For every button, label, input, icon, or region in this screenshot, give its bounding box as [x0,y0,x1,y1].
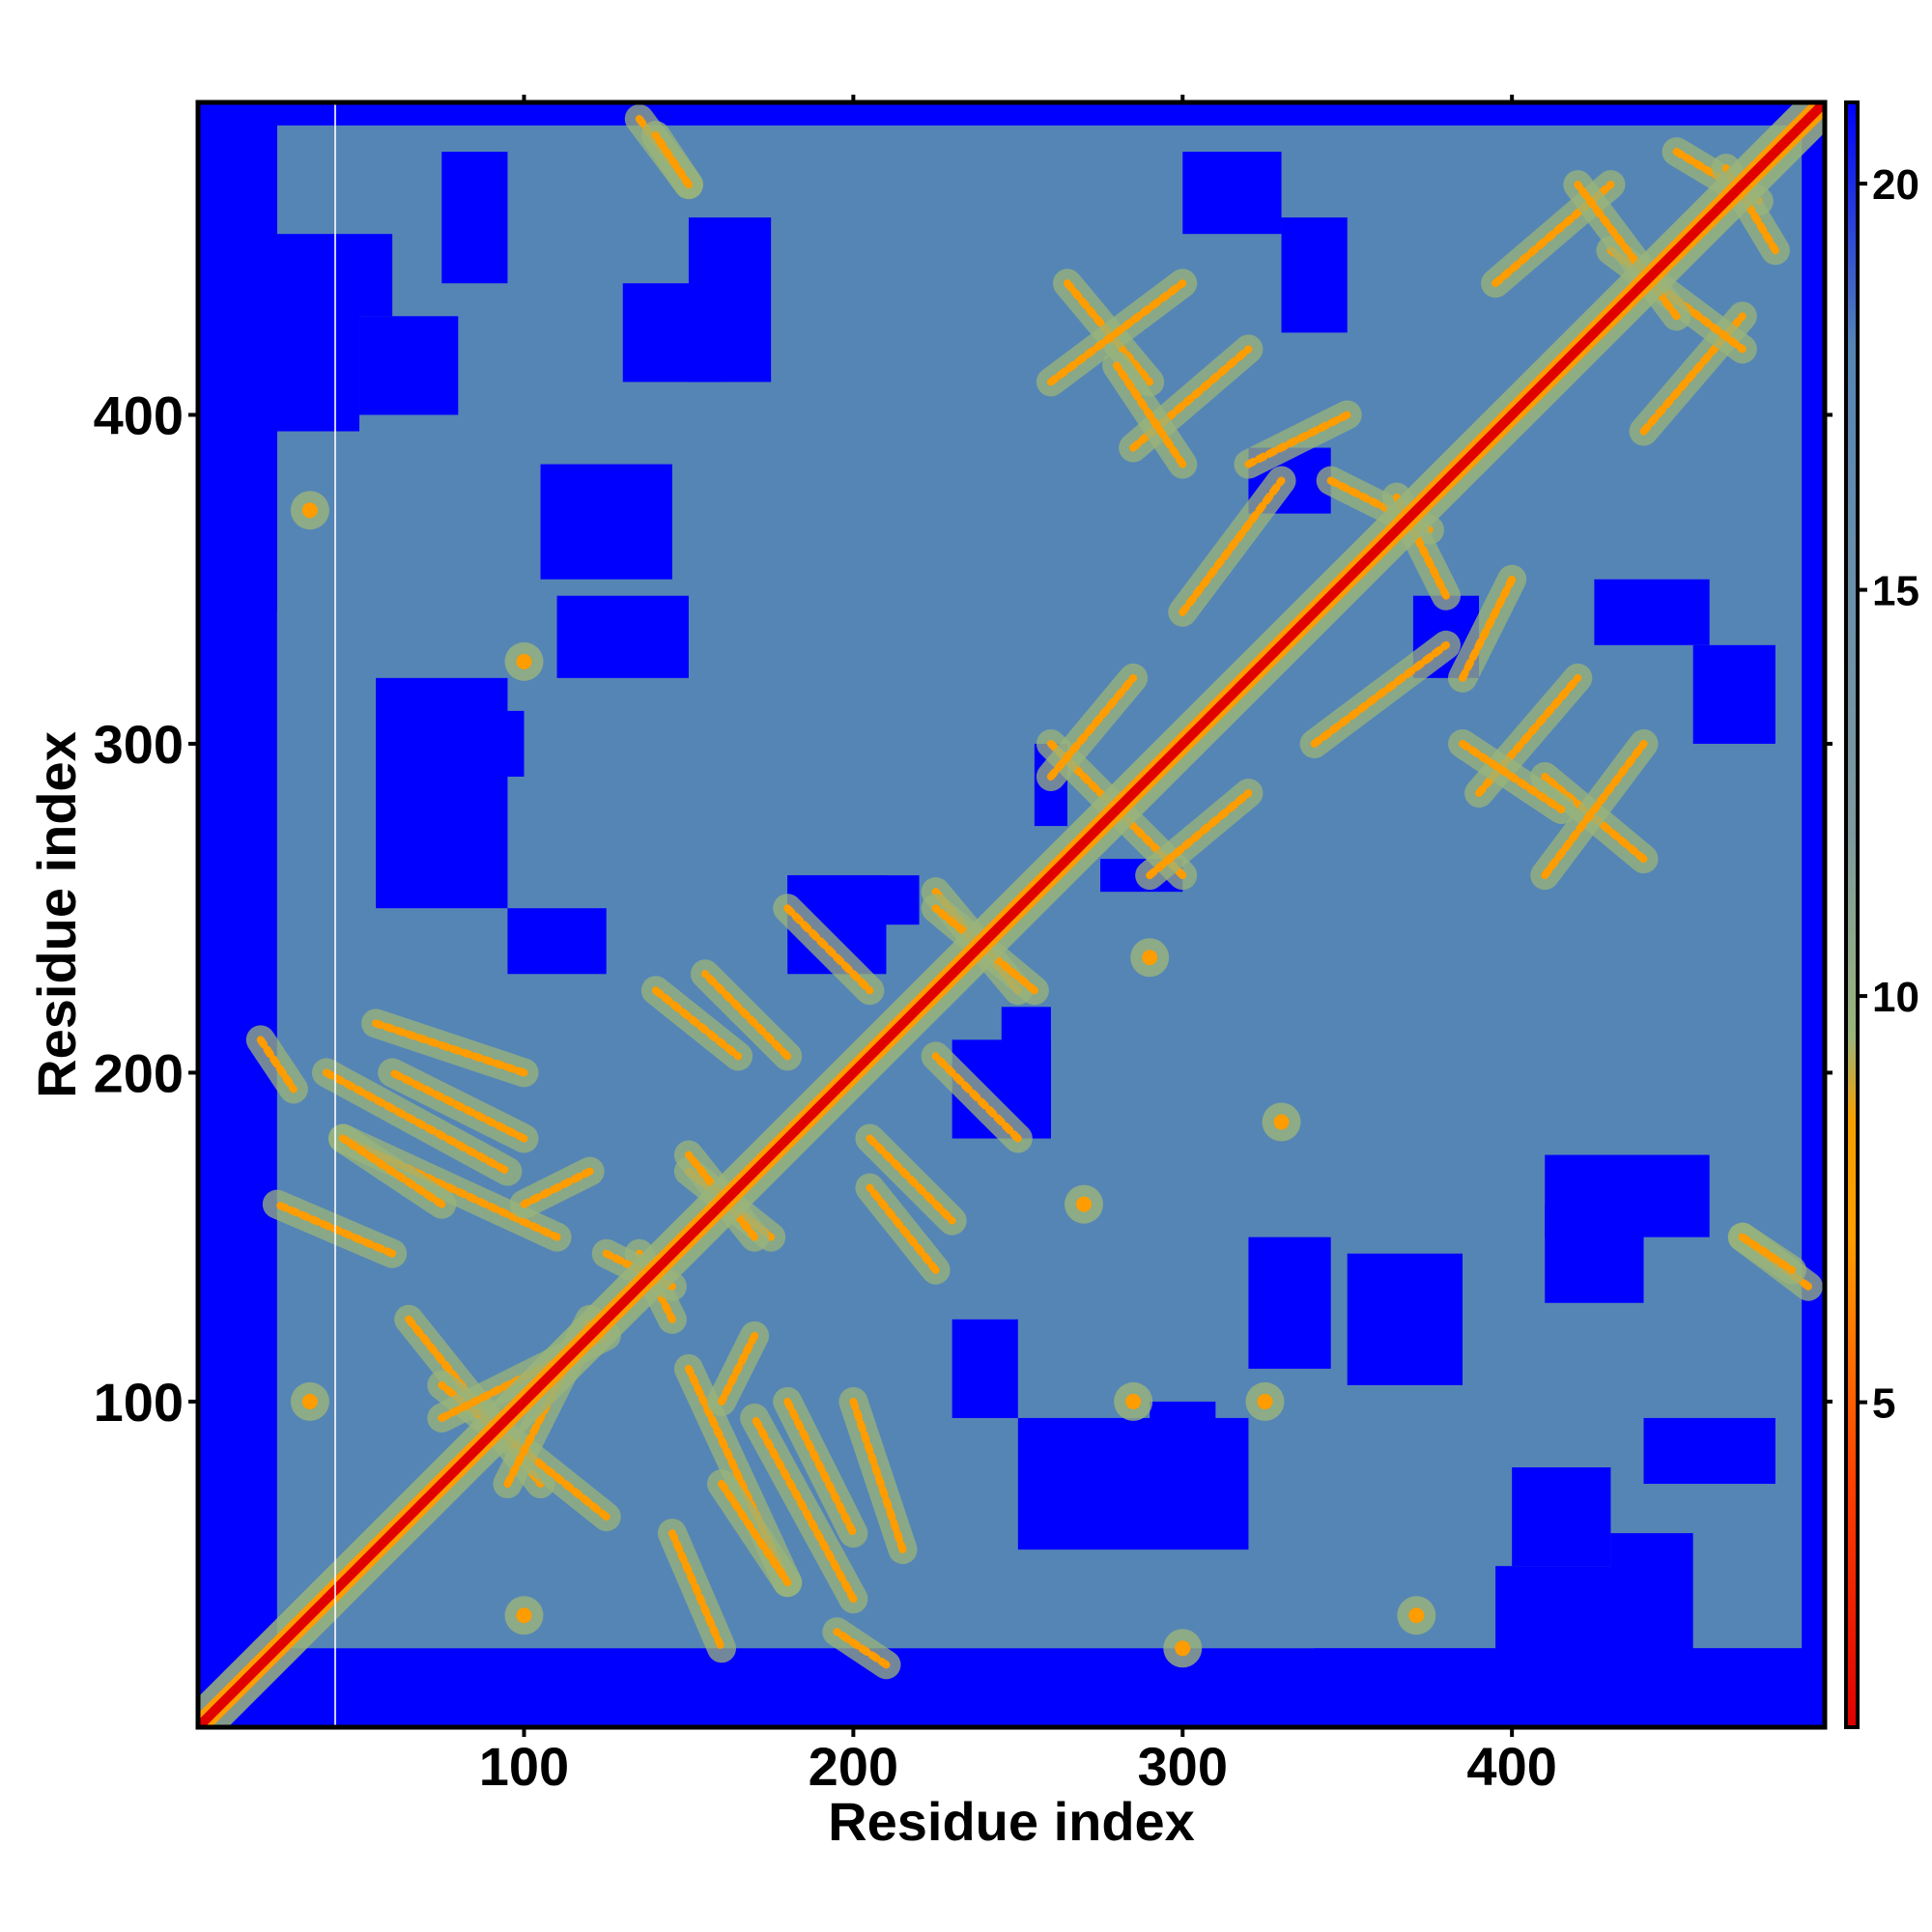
far-region-19 [952,1319,1018,1418]
contact-spot-8 [1273,1114,1290,1130]
colorbar: 5 10 15 20 [1844,100,1919,1729]
contact-line-20-mirror [1179,476,1286,616]
y-tick-label-200: 200 [94,1042,184,1103]
y-tick-label-300: 300 [94,714,184,775]
far-region-16-mirror [1594,579,1710,645]
contact-line-27-mirror [833,1628,891,1669]
diagonal-band [198,102,1825,1727]
x-axis: 100 200 300 400 [479,95,1557,1797]
far-region-14 [1610,1533,1693,1682]
contact-line-9 [651,986,743,1061]
contact-line-8-mirror [372,1019,528,1077]
diagonal-core [198,102,1825,1727]
contact-spot-6 [1125,1393,1142,1409]
far-region-18 [1692,644,1776,744]
contact-line-0-mirror [751,1413,858,1604]
contact-line-6 [718,1480,792,1587]
contact-line-9-mirror [866,1183,940,1274]
colorbar-bar [1844,100,1860,1729]
far-region-10-mirror [359,316,459,415]
far-region-9-mirror [622,283,723,383]
contact-spot-5 [1408,1607,1425,1624]
contact-line-5 [668,1529,726,1653]
x-tick-label-100: 100 [479,1736,569,1797]
far-region-16 [1281,217,1348,333]
colorbar-tick-label-10: 10 [1872,974,1919,1021]
far-region-8-mirror [556,595,689,678]
contact-spot-0 [301,502,318,519]
contact-line-0 [322,1068,512,1176]
y-axis: 100 200 300 400 [94,384,1833,1433]
far-region-10 [1512,1467,1611,1567]
contact-line-6-mirror [338,1134,446,1208]
contact-line-20 [1310,640,1450,748]
contact-line-7 [783,1397,858,1538]
contact-spot-7 [1175,1640,1191,1657]
y-tick-label-400: 400 [94,384,184,445]
x-tick-label-200: 200 [809,1736,898,1797]
plot-frame [195,99,1828,1730]
far-region-18-mirror [1182,152,1282,235]
far-region-4-mirror [1347,1253,1463,1385]
contact-line-2 [520,1167,594,1208]
contact-spot-3 [516,1607,532,1624]
contact-line-27 [256,1036,298,1094]
contact-line-21 [1459,739,1566,814]
contact-spot-1 [516,653,532,669]
colorbar-tick-label-20: 20 [1872,161,1919,209]
contact-line-28 [1738,1233,1796,1274]
far-region-4 [540,464,672,580]
contact-line-2-mirror [718,1331,759,1406]
contact-spot-2 [301,1393,318,1409]
far-region-19-mirror [507,908,607,975]
contact-line-11 [783,904,874,995]
contact-line-8 [849,1397,907,1554]
contact-line-18-mirror [1459,575,1517,682]
contact-spots [290,491,1436,1668]
contact-line-12-mirror [700,970,792,1061]
contact-line-28-mirror [651,131,693,189]
far-region-15-mirror [441,152,508,284]
far-region-7 [1150,1401,1216,1534]
far-region-14-mirror [243,234,393,317]
contact-line-15-mirror [1046,673,1138,781]
colorbar-tick-label-15: 15 [1872,568,1919,615]
contact-line-21-mirror [1113,361,1187,469]
x-axis-title: Residue index [828,1791,1195,1852]
contact-line-12 [866,1134,956,1225]
x-tick-label-300: 300 [1138,1736,1228,1797]
heatmap-plot-area [195,99,1828,1730]
far-region-1 [198,102,1825,126]
far-region-8 [1248,1236,1331,1369]
contact-line-22-mirror [1046,279,1187,386]
far-region-1-mirror [1802,102,1825,1727]
y-tick-label-100: 100 [94,1372,184,1433]
contact-line-15 [1146,789,1253,880]
far-distance-regions [198,102,1825,1727]
far-region-7-mirror [392,710,525,777]
x-tick-label-400: 400 [1466,1736,1556,1797]
contact-line-7-mirror [388,1068,528,1143]
far-region-15 [1643,1417,1776,1485]
contact-line-22 [1541,739,1648,880]
contact-line-18 [1244,411,1351,469]
far-region-9 [1545,1204,1644,1303]
contact-line-11-mirror [931,1052,1022,1143]
y-axis-title: Residue index [26,731,87,1098]
contact-spot-9 [1075,1196,1092,1212]
contact-spot-4 [1257,1393,1273,1409]
colorbar-tick-label-5: 5 [1872,1380,1895,1428]
contact-spot-10 [1142,950,1158,966]
colorbar-ticks: 5 10 15 20 [1858,161,1919,1428]
